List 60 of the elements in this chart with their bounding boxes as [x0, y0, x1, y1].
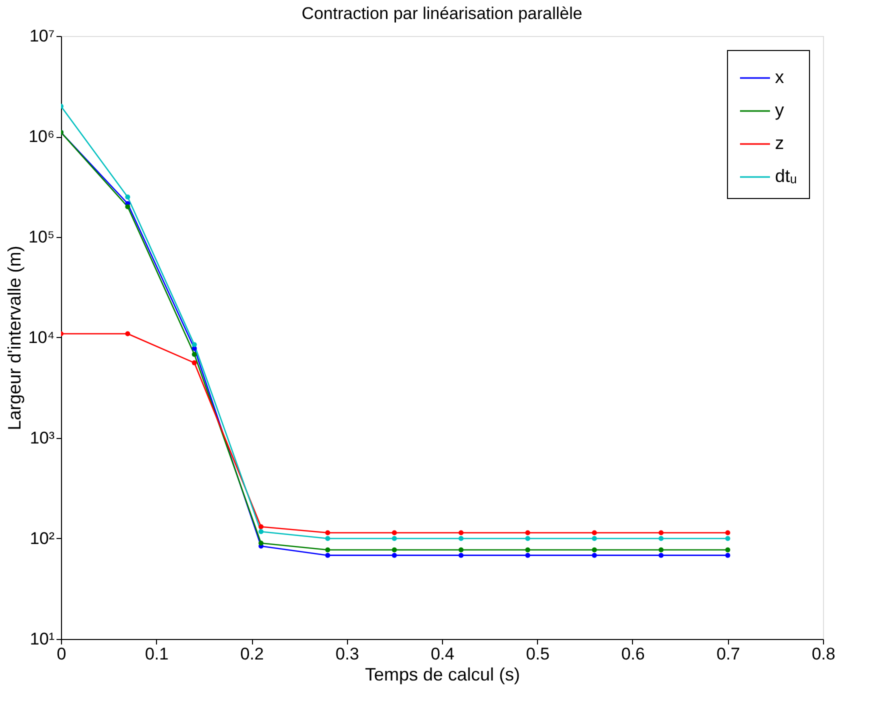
point — [592, 536, 597, 541]
point — [192, 352, 197, 357]
legend-label: y — [775, 100, 784, 120]
point — [458, 547, 464, 552]
point — [458, 530, 464, 536]
point — [725, 530, 730, 536]
point — [325, 530, 330, 536]
point — [125, 331, 130, 336]
y-tick-label: 10⁵ — [28, 228, 54, 246]
point — [658, 547, 664, 552]
x-tick-label: 0.4 — [430, 644, 454, 664]
x-tick-label: 0.1 — [144, 644, 169, 664]
point — [725, 536, 730, 541]
y-axis-title: Largeur d'intervalle (m) — [4, 246, 24, 430]
point — [392, 530, 397, 536]
x-axis-title: Temps de calcul (s) — [364, 664, 520, 684]
point — [258, 540, 264, 546]
point — [392, 536, 397, 541]
x-tick-label: 0.6 — [621, 644, 645, 664]
chart-title: Contraction par linéarisation parallèle — [302, 4, 582, 23]
point — [592, 547, 597, 552]
x-tick-label: 0.2 — [240, 644, 264, 664]
point — [125, 194, 130, 200]
y-tick-label: 10² — [30, 529, 55, 548]
x-tick-label: 0.3 — [335, 644, 360, 664]
point — [192, 342, 197, 348]
legend-label: z — [775, 133, 784, 153]
point — [392, 552, 397, 558]
point — [458, 552, 464, 558]
point — [725, 547, 730, 552]
y-tick-label: 10⁷ — [29, 26, 54, 46]
y-tick-label: 10⁴ — [28, 328, 54, 347]
point — [325, 536, 330, 541]
point — [325, 552, 330, 558]
point — [525, 536, 530, 541]
point — [458, 536, 464, 541]
point — [658, 536, 664, 541]
point — [725, 552, 730, 558]
point — [258, 524, 264, 530]
x-tick-label: 0 — [56, 644, 66, 664]
legend-label: dtᵤ — [775, 166, 798, 186]
y-tick-label: 10¹ — [30, 630, 55, 648]
point — [658, 530, 664, 536]
x-tick-label: 0.8 — [812, 644, 836, 664]
point — [658, 552, 664, 558]
point — [525, 530, 530, 536]
point — [592, 530, 597, 536]
point — [125, 204, 130, 210]
point — [258, 529, 264, 534]
x-tick-label: 0.5 — [526, 644, 550, 664]
y-tick-label: 10⁶ — [28, 127, 54, 146]
y-tick-label: 10³ — [30, 428, 55, 448]
point — [525, 547, 530, 552]
point — [392, 547, 397, 552]
point — [192, 360, 197, 366]
x-tick-label: 0.7 — [716, 644, 740, 664]
point — [525, 552, 530, 558]
point — [592, 552, 597, 558]
legend-label: x — [775, 67, 784, 87]
point — [325, 547, 330, 552]
